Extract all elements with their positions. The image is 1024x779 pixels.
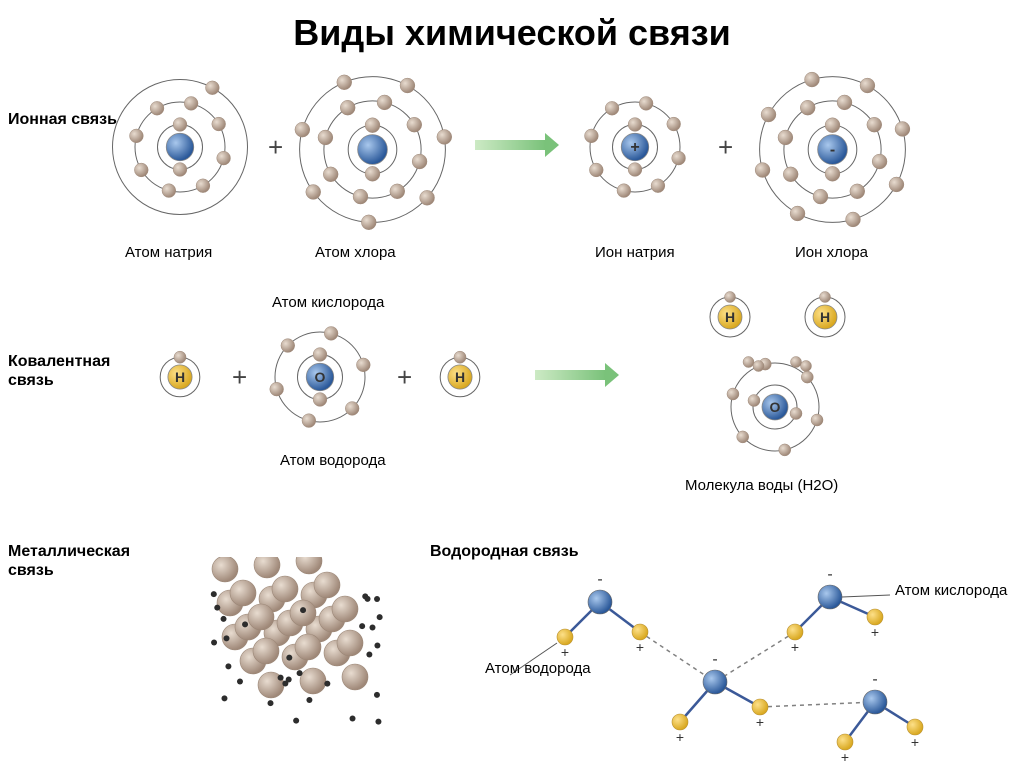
svg-text:+: + <box>676 729 684 745</box>
cap-cl: Атом хлора <box>315 244 396 261</box>
cap-o-top: Атом кислорода <box>272 294 384 311</box>
plus-3: + <box>232 362 247 393</box>
svg-text:+: + <box>756 714 764 730</box>
diagram-content: Ионная связь Ковалентная связь Металличе… <box>0 62 1024 772</box>
plus-4: + <box>397 362 412 393</box>
arrow-ionic <box>475 140 545 150</box>
svg-text:O: O <box>315 369 326 385</box>
svg-text:H: H <box>175 369 185 385</box>
svg-text:+: + <box>841 749 849 762</box>
metallic-lattice <box>180 557 410 757</box>
svg-text:+: + <box>791 639 799 655</box>
svg-text:+: + <box>636 639 644 655</box>
svg-text:H: H <box>725 309 735 325</box>
cap-na: Атом натрия <box>125 244 212 261</box>
atom-oxygen: O <box>255 312 385 442</box>
plus-2: + <box>718 132 733 163</box>
ion-sodium: + <box>570 82 700 212</box>
arrow-covalent <box>535 370 605 380</box>
atom-chlorine <box>285 62 460 237</box>
ion-chlorine: - <box>745 62 920 237</box>
cap-o-hb: Атом кислорода <box>895 582 1007 599</box>
svg-text:H: H <box>820 309 830 325</box>
atom-hydrogen-2: H <box>420 337 500 417</box>
svg-text:-: - <box>712 651 717 668</box>
plus-1: + <box>268 132 283 163</box>
cap-h-bot: Атом водорода <box>280 452 386 469</box>
cap-h-hb: Атом водорода <box>485 660 591 677</box>
cap-ion-cl: Ион хлора <box>795 244 868 261</box>
metallic-label: Металлическая связь <box>8 542 158 580</box>
covalent-label: Ковалентная связь <box>8 352 118 390</box>
svg-text:O: O <box>770 399 781 415</box>
svg-text:H: H <box>455 369 465 385</box>
hydrogen-bond-diagram: - - - - + + + + + + + + <box>480 547 970 762</box>
svg-text:-: - <box>597 571 602 588</box>
svg-text:-: - <box>827 566 832 583</box>
atom-hydrogen-1: H <box>140 337 220 417</box>
atom-sodium <box>100 67 260 227</box>
cap-h2o: Молекула воды (H2O) <box>685 477 838 494</box>
cap-ion-na: Ион натрия <box>595 244 675 261</box>
molecule-water: O H H <box>665 277 885 477</box>
svg-text:+: + <box>630 139 639 156</box>
svg-text:-: - <box>830 142 835 159</box>
svg-text:+: + <box>871 624 879 640</box>
svg-text:+: + <box>561 644 569 660</box>
svg-text:+: + <box>911 734 919 750</box>
page-title: Виды химической связи <box>0 12 1024 54</box>
svg-text:-: - <box>872 671 877 688</box>
